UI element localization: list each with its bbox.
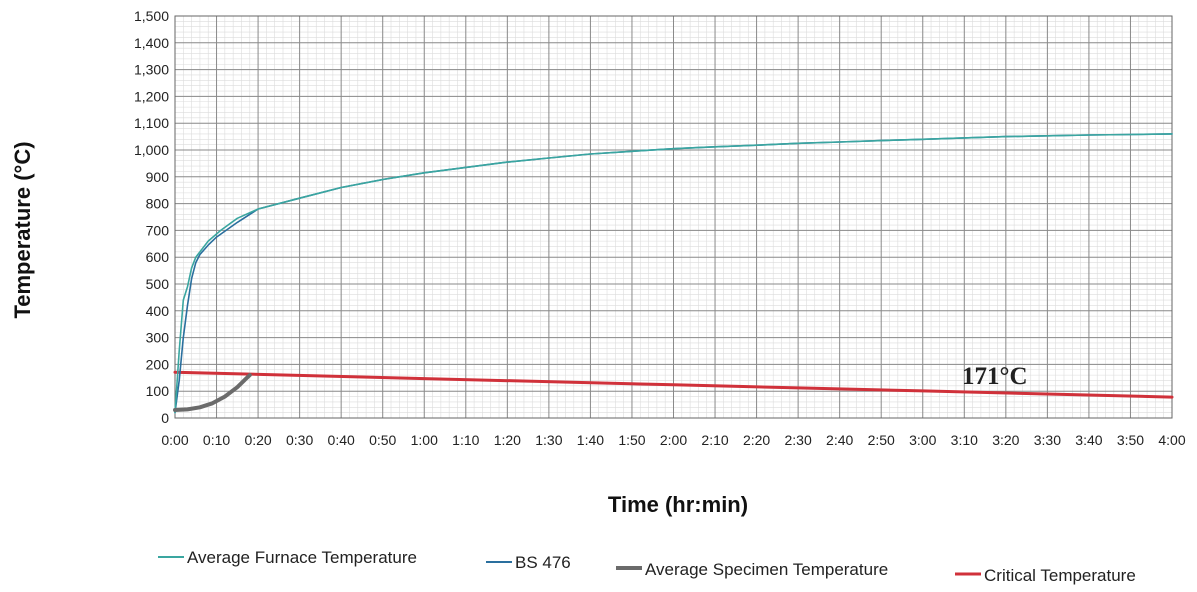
x-tick-label: 3:00 (909, 432, 936, 448)
y-tick-label: 200 (146, 356, 170, 372)
x-tick-label: 1:10 (452, 432, 479, 448)
y-tick-label: 600 (146, 249, 170, 265)
x-tick-label: 0:20 (244, 432, 271, 448)
legend: Average Furnace Temperature BS 476 Avera… (158, 548, 1136, 585)
y-tick-label: 800 (146, 196, 170, 212)
y-tick-label: 900 (146, 169, 170, 185)
y-tick-label: 1,200 (134, 88, 169, 104)
x-tick-label: 1:50 (618, 432, 645, 448)
y-tick-label: 300 (146, 330, 170, 346)
critical-temperature-annotation: 171°C (962, 363, 1028, 390)
x-tick-label: 3:10 (951, 432, 978, 448)
y-tick-label: 1,400 (134, 35, 169, 51)
y-tick-label: 1,300 (134, 62, 169, 78)
x-tick-label: 2:50 (868, 432, 895, 448)
x-tick-label: 2:20 (743, 432, 770, 448)
x-tick-label: 1:20 (494, 432, 521, 448)
y-tick-label: 1,000 (134, 142, 169, 158)
y-tick-label: 700 (146, 222, 170, 238)
series-line-average-furnace-temperature (174, 133, 1173, 414)
x-tick-label: 0:40 (328, 432, 355, 448)
legend-item-specimen: Average Specimen Temperature (616, 560, 888, 579)
legend-item-critical: Critical Temperature (955, 566, 1136, 585)
y-tick-label: 400 (146, 303, 170, 319)
y-tick-label: 500 (146, 276, 170, 292)
x-tick-label: 4:00 (1158, 432, 1185, 448)
y-tick-label: 1,500 (134, 8, 169, 24)
y-tick-label: 1,100 (134, 115, 169, 131)
major-grid (174, 15, 1173, 419)
series-line-average-specimen-temperature (173, 373, 252, 412)
legend-label-specimen: Average Specimen Temperature (645, 560, 888, 579)
x-tick-label: 1:00 (411, 432, 438, 448)
y-tick-label: 0 (161, 410, 169, 426)
x-tick-label: 1:30 (535, 432, 562, 448)
x-tick-label: 1:40 (577, 432, 604, 448)
x-tick-label: 0:00 (161, 432, 188, 448)
y-tick-label: 100 (146, 383, 170, 399)
x-tick-label: 0:30 (286, 432, 313, 448)
legend-label-furnace: Average Furnace Temperature (187, 548, 417, 567)
x-tick-label: 2:30 (785, 432, 812, 448)
x-axis-ticks: 0:00 0:10 0:20 0:30 0:40 0:50 1:00 1:10 1:20 1:30… (161, 432, 1185, 448)
x-tick-label: 3:40 (1075, 432, 1102, 448)
legend-label-bs476: BS 476 (515, 553, 571, 572)
x-tick-label: 3:20 (992, 432, 1019, 448)
x-tick-label: 0:50 (369, 432, 396, 448)
y-axis-title: Temperature (°C) (10, 141, 35, 318)
x-tick-label: 0:10 (203, 432, 230, 448)
series-line-critical-temperature (173, 370, 1174, 399)
legend-label-critical: Critical Temperature (984, 566, 1136, 585)
x-tick-label: 2:40 (826, 432, 853, 448)
plot-frame (174, 15, 1173, 419)
y-axis-ticks: 0 100 200 300 400 500 600 700 800 900 1,000 1,100 1,… (134, 8, 169, 426)
series-layer (173, 133, 1174, 414)
x-tick-label: 3:50 (1117, 432, 1144, 448)
x-tick-label: 3:30 (1034, 432, 1061, 448)
legend-item-bs476: BS 476 (486, 553, 571, 572)
x-tick-label: 2:00 (660, 432, 687, 448)
x-axis-title: Time (hr:min) (608, 492, 748, 517)
legend-item-furnace: Average Furnace Temperature (158, 548, 417, 567)
x-tick-label: 2:10 (701, 432, 728, 448)
